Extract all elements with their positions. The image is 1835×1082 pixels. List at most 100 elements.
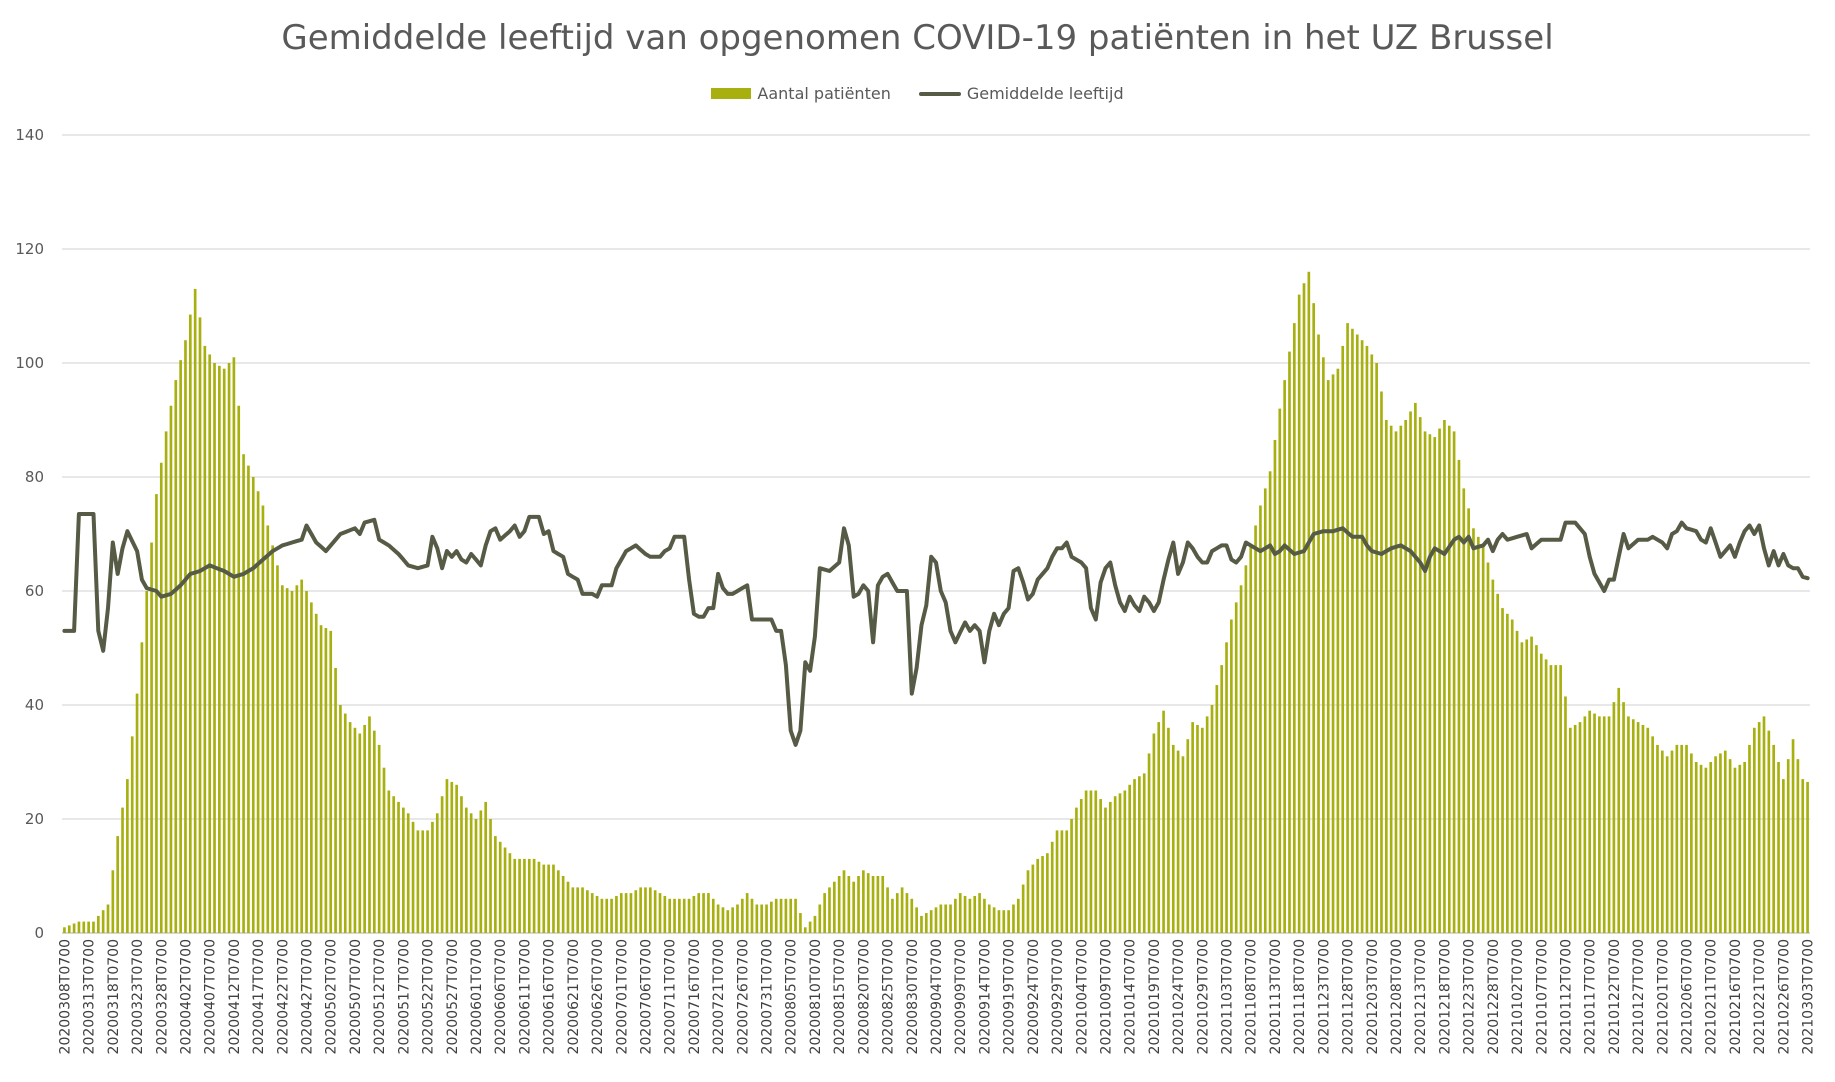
- bar: [1094, 790, 1098, 933]
- bar: [1108, 801, 1112, 933]
- bar: [740, 898, 744, 933]
- bar: [595, 895, 599, 933]
- bar: [944, 904, 948, 933]
- bar: [1384, 420, 1388, 933]
- bar: [295, 585, 299, 933]
- bar: [1414, 402, 1417, 933]
- bar: [1733, 767, 1737, 933]
- bar: [1220, 665, 1224, 933]
- bar: [1409, 411, 1412, 933]
- bar: [184, 340, 187, 933]
- bar: [116, 836, 120, 933]
- bar: [140, 642, 144, 933]
- bar: [1476, 536, 1480, 933]
- bar: [126, 779, 129, 933]
- bar: [1501, 608, 1504, 933]
- x-tick-label: 20210201T0700: [1655, 939, 1671, 1054]
- bar: [1680, 744, 1684, 933]
- bar: [1723, 750, 1727, 933]
- bar: [285, 588, 289, 933]
- bar: [474, 819, 478, 933]
- bar: [188, 314, 192, 933]
- bar: [881, 876, 885, 933]
- bar: [1709, 762, 1713, 933]
- bar: [581, 887, 584, 933]
- bar: [905, 893, 909, 933]
- bar: [164, 431, 168, 933]
- bar: [1757, 722, 1761, 933]
- bar: [1699, 764, 1703, 933]
- bar: [924, 913, 928, 933]
- bar: [590, 893, 594, 933]
- bar: [1152, 733, 1156, 933]
- bar: [547, 864, 550, 933]
- bar: [1263, 488, 1267, 933]
- bar: [707, 893, 710, 933]
- bar: [678, 898, 681, 933]
- bar: [1752, 727, 1756, 933]
- bar: [852, 881, 856, 933]
- legend-item-line[interactable]: Gemiddelde leeftijd: [918, 84, 1124, 103]
- bar: [1012, 904, 1015, 933]
- bar: [92, 921, 95, 933]
- bar: [1157, 722, 1161, 933]
- bar: [1317, 334, 1320, 933]
- bar: [508, 853, 512, 933]
- bar: [1806, 781, 1809, 933]
- bar: [1360, 340, 1364, 933]
- x-tick-label: 20200502T0700: [324, 939, 340, 1054]
- bar: [1782, 779, 1785, 933]
- x-tick-label: 20201103T0700: [1220, 939, 1236, 1054]
- bar: [1254, 525, 1257, 933]
- x-tick-label: 20201213T0700: [1413, 939, 1429, 1054]
- bar: [1510, 619, 1514, 933]
- bar: [1128, 784, 1132, 933]
- bar: [1225, 642, 1228, 933]
- bar: [431, 821, 434, 933]
- bar: [1452, 431, 1456, 933]
- bar: [402, 807, 405, 933]
- bar: [818, 904, 822, 933]
- bar: [939, 904, 943, 933]
- x-tick-label: 20200830T0700: [905, 939, 921, 1054]
- bar: [842, 870, 846, 933]
- bar: [339, 705, 342, 933]
- x-tick-label: 20210211T0700: [1704, 939, 1720, 1054]
- x-tick-label: 20200731T0700: [760, 939, 776, 1054]
- bar: [1646, 727, 1650, 933]
- x-tick-label: 20200711T0700: [663, 939, 679, 1054]
- bar: [949, 904, 952, 933]
- x-tick-label: 20200919T0700: [1002, 939, 1018, 1054]
- bar: [1762, 716, 1766, 933]
- bar: [1283, 380, 1286, 934]
- bar: [978, 893, 981, 933]
- bar: [648, 887, 652, 933]
- bar: [1065, 830, 1069, 933]
- x-tick-label: 20210221T0700: [1752, 939, 1768, 1054]
- bar: [1506, 613, 1509, 933]
- x-tick-label: 20200422T0700: [275, 939, 291, 1054]
- x-tick-label: 20200721T0700: [711, 939, 727, 1054]
- bar: [1568, 727, 1572, 933]
- bar: [1089, 790, 1093, 933]
- x-tick-label: 20201019T0700: [1147, 939, 1163, 1054]
- bar: [1031, 864, 1035, 933]
- bar: [1525, 639, 1529, 933]
- bar: [435, 813, 439, 933]
- bar: [1104, 807, 1107, 933]
- bar: [348, 722, 352, 933]
- bar: [300, 579, 304, 933]
- bar: [1544, 659, 1548, 933]
- bar: [1302, 283, 1306, 933]
- bar: [1631, 719, 1635, 933]
- bar: [208, 354, 212, 933]
- bar: [377, 744, 381, 933]
- x-tick-label: 20201118T0700: [1292, 939, 1308, 1054]
- bar: [1607, 716, 1611, 933]
- bar: [174, 380, 178, 934]
- bar: [668, 898, 672, 933]
- legend-item-bars[interactable]: Aantal patiënten: [711, 84, 891, 103]
- bar: [1472, 528, 1475, 933]
- y-tick-label: 20: [25, 810, 44, 828]
- x-tick-label: 20200904T0700: [929, 939, 945, 1054]
